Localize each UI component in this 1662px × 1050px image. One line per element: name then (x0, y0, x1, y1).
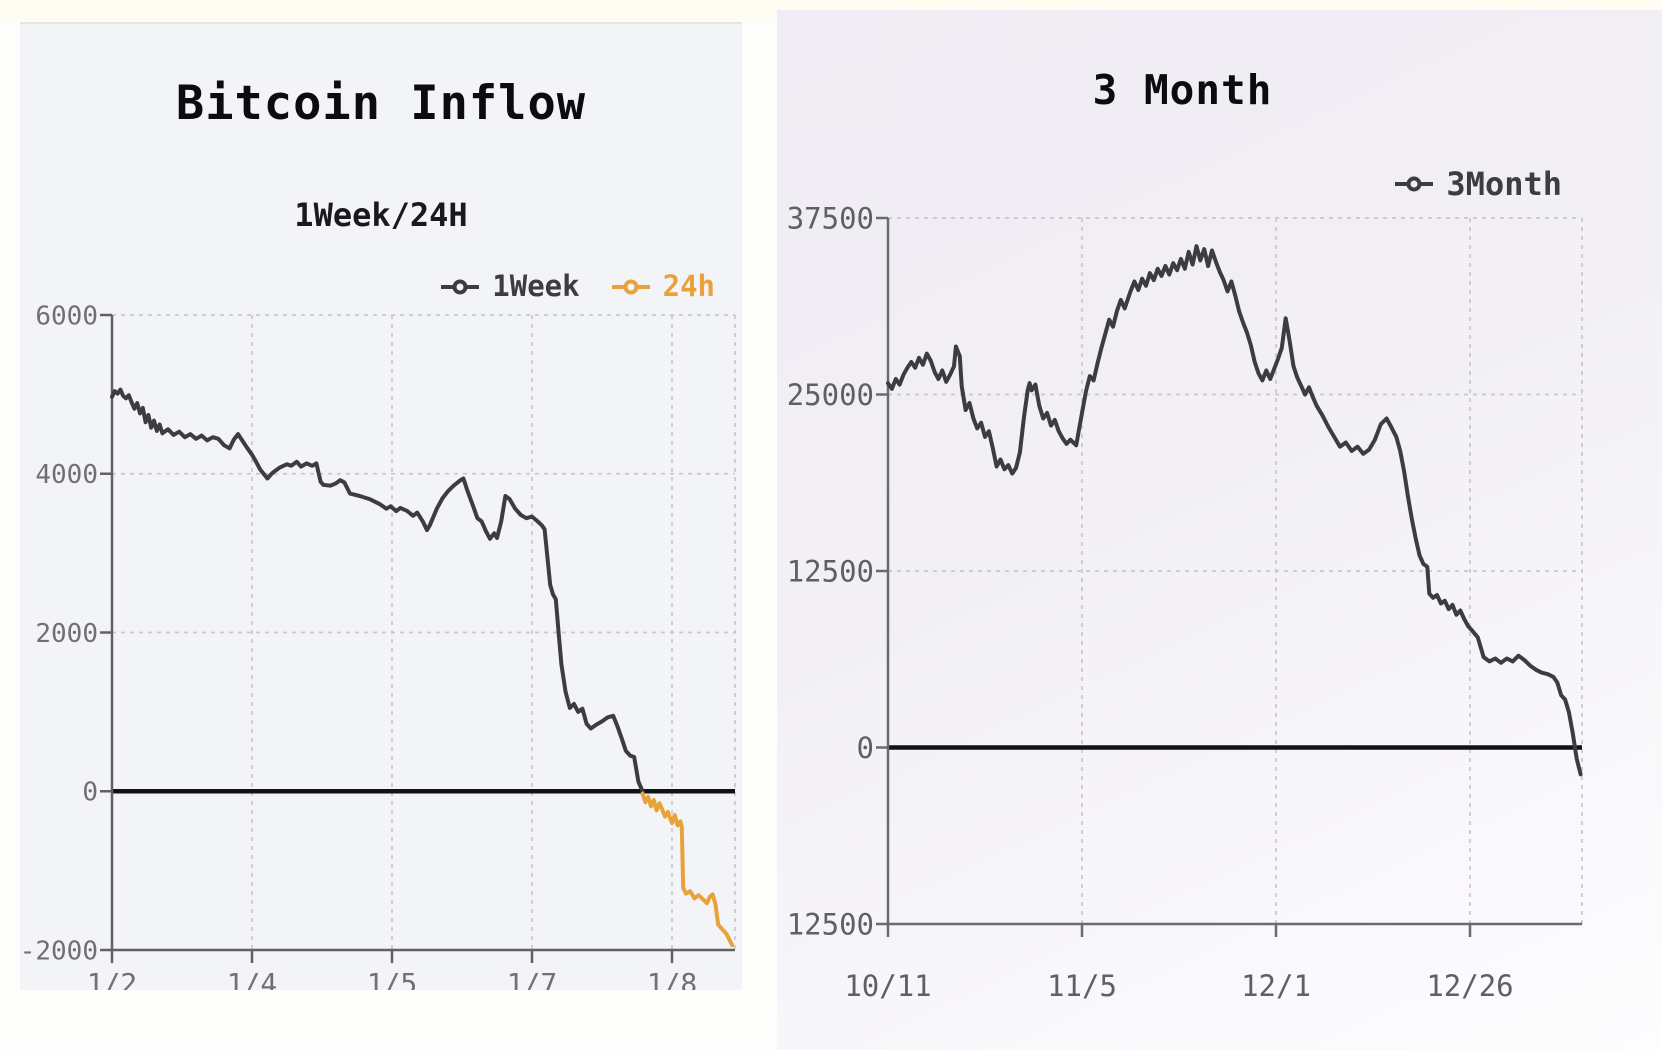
svg-text:1/8: 1/8 (647, 967, 698, 990)
svg-text:6000: 6000 (35, 301, 98, 331)
legend-label-24h: 24h (662, 269, 715, 303)
right-chart-legend: 3Month (1393, 168, 1562, 200)
svg-text:12/26: 12/26 (1426, 969, 1513, 1003)
svg-text:12500: 12500 (787, 907, 874, 941)
svg-text:10/11: 10/11 (844, 969, 931, 1003)
svg-text:1/5: 1/5 (367, 967, 418, 990)
svg-text:1/4: 1/4 (227, 967, 278, 990)
legend-label-3month: 3Month (1446, 165, 1562, 203)
left-chart-title: Bitcoin Inflow (175, 76, 587, 131)
svg-text:0: 0 (82, 778, 98, 808)
svg-text:-2000: -2000 (20, 936, 98, 966)
legend-label-1week: 1Week (492, 269, 580, 303)
svg-text:0: 0 (857, 731, 874, 765)
line-marker-icon (611, 279, 650, 294)
three-month-plot: 37500 25000 12500 0 12500 10/11 11/5 12/1 12/26 (787, 201, 1583, 1003)
left-chart-legend: 1Week 24h (439, 272, 715, 301)
svg-text:1/7: 1/7 (507, 967, 558, 990)
legend-item-3month: 3Month (1393, 168, 1562, 200)
legend-item-1week: 1Week (439, 269, 580, 303)
line-marker-icon (1395, 176, 1434, 192)
svg-text:25000: 25000 (787, 378, 874, 412)
line-marker-icon (441, 279, 480, 294)
left-chart-subtitle: 1Week/24H (294, 196, 468, 234)
legend-item-24h: 24h (610, 272, 715, 301)
right-chart-title: 3 Month (1092, 66, 1273, 114)
bitcoin-inflow-chart-panel: Bitcoin Inflow 1Week/24H 1Week 24h 6000 4… (20, 22, 742, 990)
svg-text:12/1: 12/1 (1241, 969, 1311, 1003)
svg-text:12500: 12500 (787, 554, 874, 588)
svg-text:37500: 37500 (787, 201, 874, 235)
svg-text:2000: 2000 (35, 619, 98, 649)
svg-text:4000: 4000 (35, 460, 98, 490)
svg-text:1/2: 1/2 (87, 967, 138, 990)
svg-text:11/5: 11/5 (1047, 969, 1117, 1003)
three-month-chart-panel: 3 Month 3Month 37500 25000 12500 0 12500 10/1… (777, 10, 1662, 1050)
